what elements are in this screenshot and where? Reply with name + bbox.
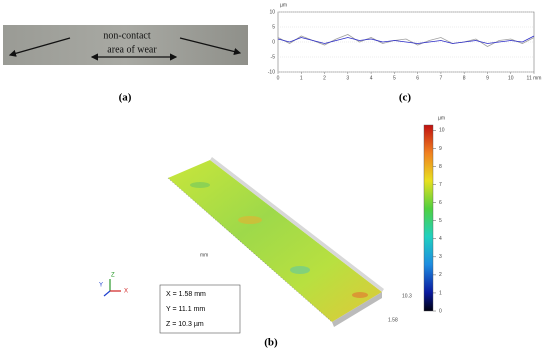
axis-triad [103,290,111,297]
info-line: X = 1.58 mm [166,291,206,298]
y-tick-label: 0 [272,39,275,45]
x-tick-label: 10 [508,75,514,81]
panel-label: (c) [399,92,412,104]
profile-line [277,35,535,44]
colorbar-tick-label: 0 [439,308,442,314]
annotation: area of wear [107,44,157,55]
y-tick-label: 5 [272,24,275,30]
y-unit: µm [280,2,287,8]
arrow [8,37,71,57]
arrow [179,37,242,56]
profile-chart: µm -10 -5 0 5 10 0 1 2 3 4 5 6 7 8 9 10 11 mm [268,2,542,81]
colorbar-tick-label: 3 [439,254,442,260]
surface [168,160,382,322]
colorbar-tick-label: 1 [439,290,442,296]
colorbar-tick-label: 7 [439,182,442,188]
y-tick-label: 10 [269,9,275,15]
edge-label: 1.58 [388,317,398,323]
axis-unit: mm [200,252,208,258]
x-tick-label: 1 [300,75,303,81]
axis-name: X [124,289,128,295]
x-tick-label: 0 [277,75,280,81]
y-tick-label: -10 [268,69,275,75]
x-tick-label: 9 [486,75,489,81]
colorbar-unit: µm [438,115,445,121]
colorbar-tick-label: 10 [439,128,445,134]
edge-label: 10.3 [402,293,412,299]
profile-line [277,34,535,47]
x-tick-label: 6 [416,75,419,81]
x-tick-label: 5 [393,75,396,81]
colorbar-tick-label: 5 [439,218,442,224]
axis-name: Z [111,273,115,279]
wall [332,292,382,327]
wall [210,157,384,292]
x-tick-label: 7 [440,75,443,81]
texture [352,292,368,298]
colorbar-tick-label: 9 [439,146,442,152]
texture [238,216,262,224]
texture [190,182,210,188]
colorbar-tick-label: 6 [439,200,442,206]
panel-label: (b) [264,337,278,349]
info-box [159,284,241,334]
y-tick-label: -5 [271,54,276,60]
texture [290,266,310,274]
info-line: Y = 11.1 mm [166,306,205,313]
info-line: Z = 10.3 µm [166,321,204,328]
x-tick-label: 8 [463,75,466,81]
annotation: non-contact [103,30,150,41]
colorbar [423,124,434,312]
axis-name: Y [99,283,103,289]
x-tick-label: 11 mm [527,75,542,81]
colorbar-tick-label: 4 [439,236,442,242]
x-tick-label: 3 [346,75,349,81]
x-tick-label: 4 [370,75,373,81]
colorbar-tick-label: 8 [439,164,442,170]
colorbar-ticks: 0 1 2 3 4 5 6 7 8 9 10 [433,128,445,314]
colorbar-tick-label: 2 [439,272,442,278]
x-tick-label: 2 [323,75,326,81]
axis-ticks [167,177,333,323]
panel-label: (a) [119,92,132,104]
